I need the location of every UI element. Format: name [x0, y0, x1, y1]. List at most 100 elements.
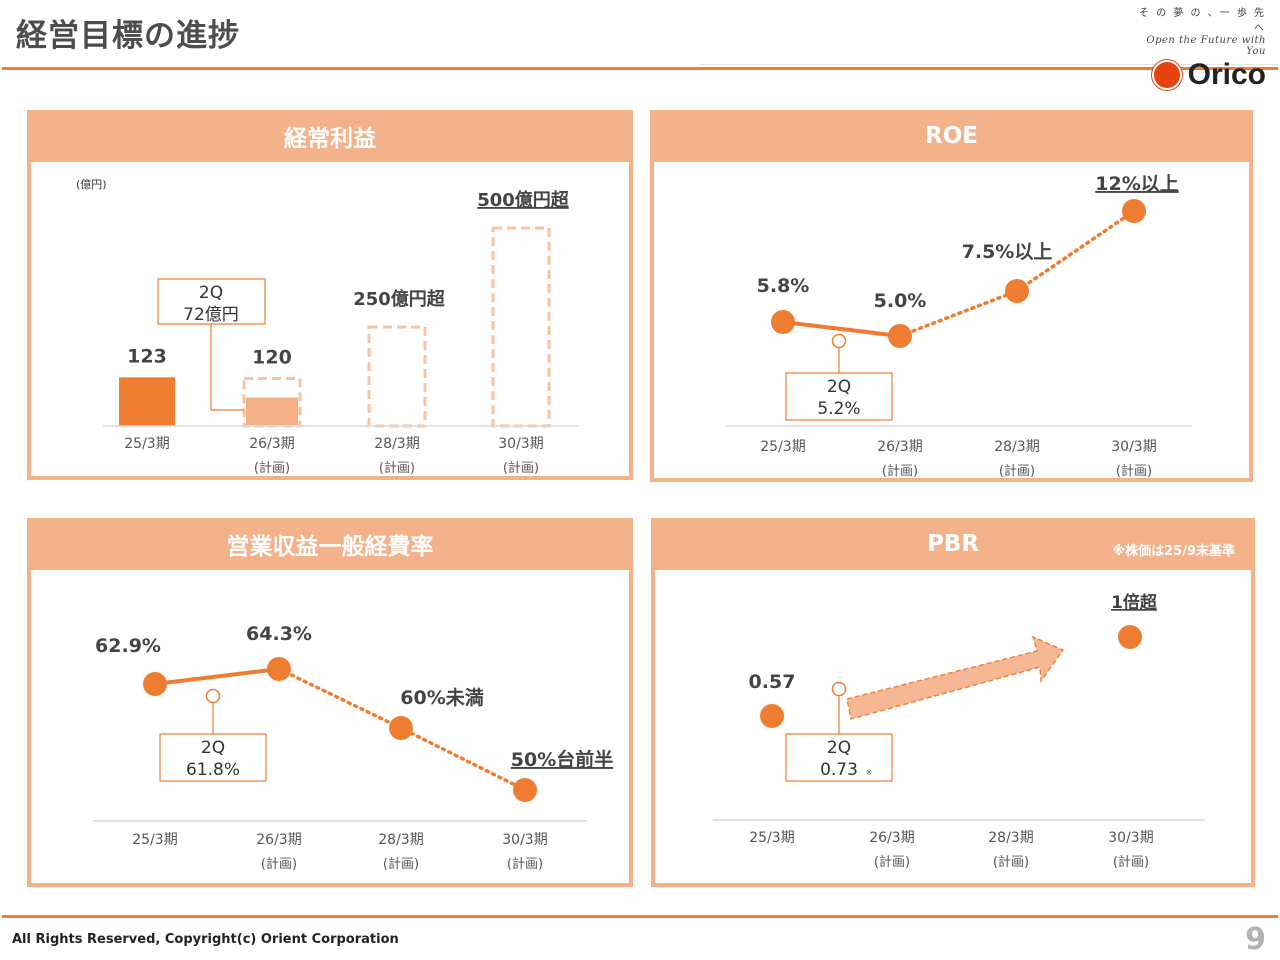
series-line-plan: [898, 209, 1136, 338]
roe-chart: 5.8% 5.0% 7.5%以上 12%以上 2Q5.2% 25/3期 26/3期 (計画) 2…: [726, 173, 1192, 479]
x-tick-sublabel: (計画): [261, 856, 297, 872]
x-tick-label: 25/3期: [132, 832, 177, 848]
interim-callout-box: [157, 278, 266, 325]
x-tick-sublabel: (計画): [993, 854, 1029, 870]
panel-header: 営業収益一般経費率: [27, 518, 633, 570]
x-tick-label: 26/3期: [249, 436, 294, 452]
panel-title: PBR: [926, 531, 980, 557]
data-point: [143, 672, 167, 696]
data-value-label: 0.57: [749, 671, 796, 693]
x-tick-label: 26/3期: [877, 439, 922, 455]
x-tick-label: 28/3期: [374, 436, 419, 452]
interim-callout-value: 0.73: [820, 760, 858, 780]
interim-callout-label: 2Q: [827, 377, 851, 397]
header-divider-thin: [700, 64, 1278, 65]
panel-title: 経常利益: [284, 126, 376, 152]
brand-subtitle: Open the Future with You: [1146, 35, 1266, 57]
orico-logo-icon: [1153, 62, 1180, 88]
x-tick-sublabel: (計画): [1113, 854, 1149, 870]
x-tick-sublabel: (計画): [507, 856, 543, 872]
interim-callout-value: 72億円: [183, 305, 239, 325]
header-divider: [2, 67, 1278, 70]
series-line-actual: [782, 320, 901, 338]
data-value-label: 5.8%: [757, 275, 810, 297]
copyright: All Rights Reserved, Copyright(c) Orient…: [12, 932, 399, 947]
data-value-label: 60%未満: [400, 686, 483, 709]
data-point: [1118, 625, 1142, 649]
x-tick-label: 28/3期: [378, 832, 423, 848]
brand-logo: そ の 夢 の 、一 歩 先 へ Open the Future with Yo…: [1126, 4, 1266, 90]
x-tick-sublabel: (計画): [254, 460, 290, 476]
x-tick-label: 30/3期: [1108, 830, 1153, 846]
x-tick-label: 25/3期: [749, 830, 794, 846]
series-line-actual: [154, 667, 280, 686]
bar-plan: [491, 226, 551, 428]
pbr-chart: 0.57 1倍超 2Q0.73 ※ 25/3期 26/3期 (計画) 28/3期 (計画) 30/…: [713, 592, 1205, 870]
bar-value-label: 250億円超: [353, 288, 446, 310]
data-value-label: 50%台前半: [511, 748, 613, 771]
footer-divider: [2, 915, 1278, 918]
y-unit-label: (億円): [76, 178, 107, 191]
interim-callout-value: 5.2%: [817, 399, 860, 419]
interim-callout-box: [785, 733, 893, 782]
data-value-label: 7.5%以上: [962, 241, 1053, 263]
bar-value-label: 500億円超: [477, 189, 570, 211]
interim-point: [831, 333, 847, 349]
interim-callout-label: 2Q: [201, 738, 225, 758]
x-tick-sublabel: (計画): [874, 854, 910, 870]
bar-value-label: 123: [127, 345, 167, 367]
brand-name: Orico: [1187, 58, 1266, 91]
x-tick-label: 28/3期: [994, 439, 1039, 455]
ordinary-profit-panel: 経常利益 (億円) 123 120 250億円超 500億円超 2Q 72億円 25/3期 26…: [27, 110, 633, 480]
interim-callout-label: 2Q: [827, 738, 851, 758]
x-tick-sublabel: (計画): [882, 463, 918, 479]
data-value-label: 62.9%: [95, 635, 161, 657]
panel-note: ※株価は25/9末基準: [1112, 544, 1235, 559]
panel-header: PBR ※株価は25/9末基準: [651, 518, 1255, 570]
brand-tagline: そ の 夢 の 、一 歩 先 へ: [1138, 8, 1266, 34]
x-tick-label: 25/3期: [760, 439, 805, 455]
panel-title: ROE: [925, 123, 978, 149]
roe-panel: ROE 5.8% 5.0% 7.5%以上 12%以上 2Q 5.2% 25/3期 26/3期 (…: [650, 110, 1253, 482]
data-point: [1122, 199, 1146, 223]
data-point: [1005, 279, 1029, 303]
bar-value-label: 120: [252, 346, 292, 368]
interim-callout-label: 2Q: [199, 283, 223, 303]
panel-header: ROE: [650, 110, 1253, 162]
interim-callout-box: [159, 733, 267, 782]
panel-title: 営業収益一般経費率: [226, 534, 434, 560]
data-point: [267, 657, 291, 681]
panel-header: 経常利益: [27, 110, 633, 162]
data-point: [771, 310, 795, 334]
x-tick-label: 30/3期: [498, 436, 543, 452]
bar-plan: [367, 325, 427, 428]
x-tick-label: 26/3期: [256, 832, 301, 848]
data-value-label: 64.3%: [246, 623, 312, 645]
x-tick-sublabel: (計画): [383, 856, 419, 872]
data-point: [888, 324, 912, 348]
interim-point: [205, 688, 221, 704]
x-tick-label: 28/3期: [988, 830, 1033, 846]
x-tick-sublabel: (計画): [999, 463, 1035, 479]
expense-ratio-panel: 営業収益一般経費率 62.9% 64.3% 60%未満 50%台前半 2Q 61.8% 25…: [27, 518, 633, 887]
interim-callout-value: 61.8%: [186, 760, 240, 780]
interim-callout-note-mark: ※: [866, 768, 873, 777]
data-point: [389, 716, 413, 740]
interim-callout-connector: [210, 324, 244, 411]
data-value-label: 1倍超: [1111, 592, 1158, 613]
x-tick-label: 26/3期: [869, 830, 914, 846]
x-tick-sublabel: (計画): [379, 460, 415, 476]
data-point: [760, 704, 784, 728]
data-point: [513, 778, 537, 802]
x-tick-sublabel: (計画): [1116, 463, 1152, 479]
page-number: 9: [1245, 922, 1266, 957]
data-value-label: 12%以上: [1095, 173, 1178, 195]
x-tick-label: 25/3期: [124, 436, 169, 452]
x-tick-label: 30/3期: [502, 832, 547, 848]
page-title: 経営目標の進捗: [16, 18, 240, 54]
pbr-panel: PBR ※株価は25/9末基準 0.57 1倍超 2Q 0.73 ※ 25/3期 26/3期…: [651, 518, 1255, 887]
interim-point: [831, 681, 847, 697]
data-value-label: 5.0%: [874, 290, 927, 312]
